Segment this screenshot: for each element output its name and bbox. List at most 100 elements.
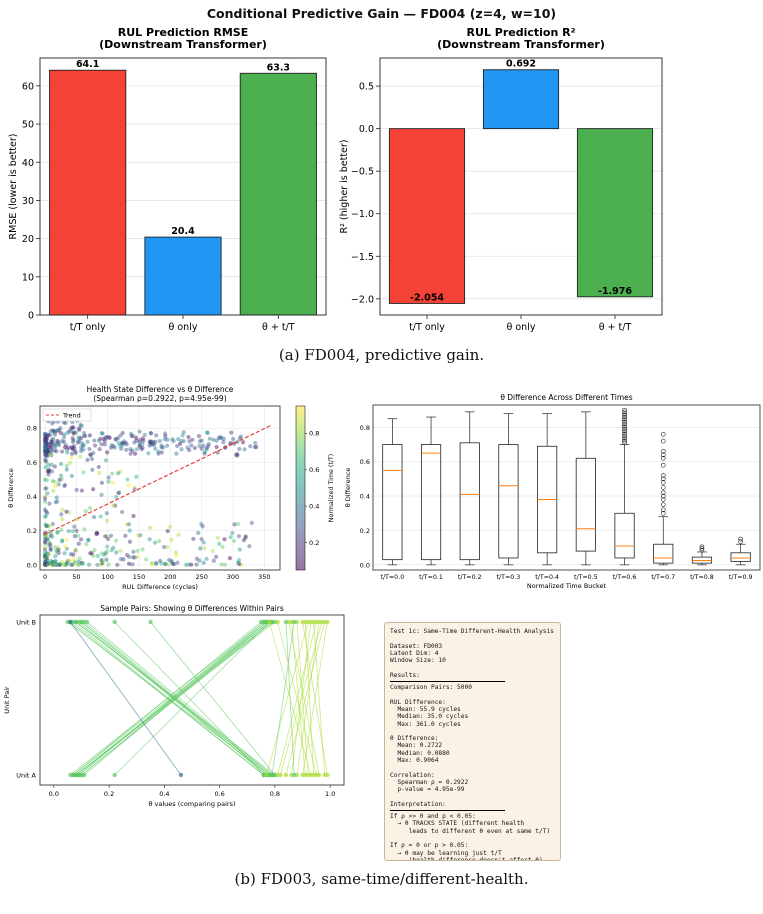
scatter-point — [44, 478, 50, 483]
scatter-point — [54, 495, 59, 500]
scatter-point — [42, 451, 48, 456]
pair-point-a — [178, 772, 184, 778]
scatter-point — [88, 551, 93, 556]
scatter-point — [235, 453, 240, 458]
scatter-point — [58, 473, 64, 478]
scatter-point — [146, 451, 151, 456]
scatter-point — [104, 458, 109, 463]
scatter-point — [152, 540, 158, 545]
textbox-line: Test 1c: Same-Time Different-Health Anal… — [390, 628, 554, 635]
scatter-point — [64, 447, 69, 452]
flier — [699, 546, 705, 551]
scatter-point — [48, 429, 53, 434]
scatter-point — [235, 560, 241, 565]
scatter-point — [57, 443, 62, 448]
x-tick-label: 1.0 — [325, 790, 335, 798]
scatter-point — [91, 487, 96, 492]
scatter-point — [171, 439, 176, 444]
scatter-point — [125, 477, 130, 482]
scatter-point — [120, 509, 125, 515]
scatter-point — [73, 548, 78, 553]
scatter-point — [181, 430, 186, 435]
x-tick-label: θ + t/T — [599, 322, 632, 333]
bar-value-label: 20.4 — [171, 226, 195, 237]
scatter-point — [64, 537, 70, 542]
y-axis-label: R² (higher is better) — [339, 139, 350, 233]
scatter-point — [211, 437, 216, 442]
pair-point-a — [82, 772, 87, 778]
scatter-point — [46, 538, 51, 543]
scatter-point — [134, 474, 139, 479]
flier — [622, 418, 627, 423]
pair-point-b — [292, 619, 297, 625]
scatter-point — [63, 443, 69, 448]
scatter-point — [64, 561, 69, 566]
scatter-point — [43, 452, 48, 457]
scatter-point — [48, 449, 54, 455]
x-tick-label: 0.8 — [270, 790, 280, 798]
scatter-point — [56, 482, 61, 487]
scatter-point — [49, 439, 54, 445]
pair-line — [277, 621, 317, 776]
scatter-point — [170, 437, 175, 442]
scatter-point — [197, 439, 203, 444]
chart-title: (Spearman ρ=0.2922, p=4.95e-99) — [93, 394, 226, 403]
y-tick-label: −2.0 — [351, 294, 374, 305]
scatter-point — [232, 522, 237, 527]
scatter-point — [47, 561, 52, 566]
scatter-point — [105, 544, 110, 549]
pair-point-a — [73, 772, 79, 778]
scatter-point — [48, 432, 53, 438]
scatter-point — [73, 449, 78, 454]
scatter-point — [52, 443, 57, 448]
pair-point-a — [68, 772, 73, 778]
scatter-point — [43, 562, 48, 567]
scatter-point — [241, 538, 247, 543]
scatter-point — [173, 550, 178, 555]
pair-line — [72, 621, 267, 776]
x-tick-label: 50 — [72, 573, 80, 581]
box-plot-chart: θ Difference Across Different Times 0.0 0.… — [344, 393, 761, 590]
scatter-point — [43, 453, 48, 458]
scatter-point — [75, 562, 80, 567]
scatter-point — [44, 551, 49, 556]
scatter-point — [45, 453, 50, 458]
scatter-point — [48, 547, 54, 553]
scatter-point — [99, 558, 104, 563]
scatter-point — [207, 436, 212, 441]
pair-line — [285, 621, 326, 776]
scatter-point — [43, 560, 48, 565]
scatter-point — [52, 559, 58, 564]
chart-title: (Downstream Transformer) — [437, 38, 605, 51]
scatter-point — [106, 562, 111, 567]
scatter-point — [53, 545, 58, 550]
scatter-point — [181, 439, 186, 444]
scatter-point — [66, 558, 71, 564]
scatter-point — [70, 439, 76, 445]
scatter-point — [65, 560, 70, 565]
scatter-point — [64, 509, 69, 514]
x-tick-label: 200 — [164, 573, 176, 581]
scatter-point — [179, 447, 184, 452]
scatter-point — [74, 430, 79, 435]
scatter-point — [45, 469, 50, 474]
scatter-point — [83, 509, 88, 514]
scatter-point — [210, 548, 215, 554]
pair-lines — [65, 619, 330, 778]
scatter-point — [88, 452, 93, 457]
scatter-point — [99, 562, 104, 567]
scatter-point — [46, 552, 51, 557]
scatter-point — [202, 546, 207, 551]
scatter-point — [169, 537, 174, 542]
scatter-point — [121, 557, 126, 562]
textbox-rule — [390, 681, 505, 683]
scatter-point — [108, 445, 114, 450]
scatter-point — [126, 561, 132, 566]
scatter-point — [166, 562, 171, 567]
bar — [49, 69, 127, 316]
textbox-line: Spearman ρ = 0.2922 — [390, 778, 469, 786]
y-tick-label: 50 — [22, 120, 34, 131]
scatter-point — [42, 446, 48, 451]
scatter-point — [154, 561, 159, 566]
scatter-point — [89, 456, 95, 462]
